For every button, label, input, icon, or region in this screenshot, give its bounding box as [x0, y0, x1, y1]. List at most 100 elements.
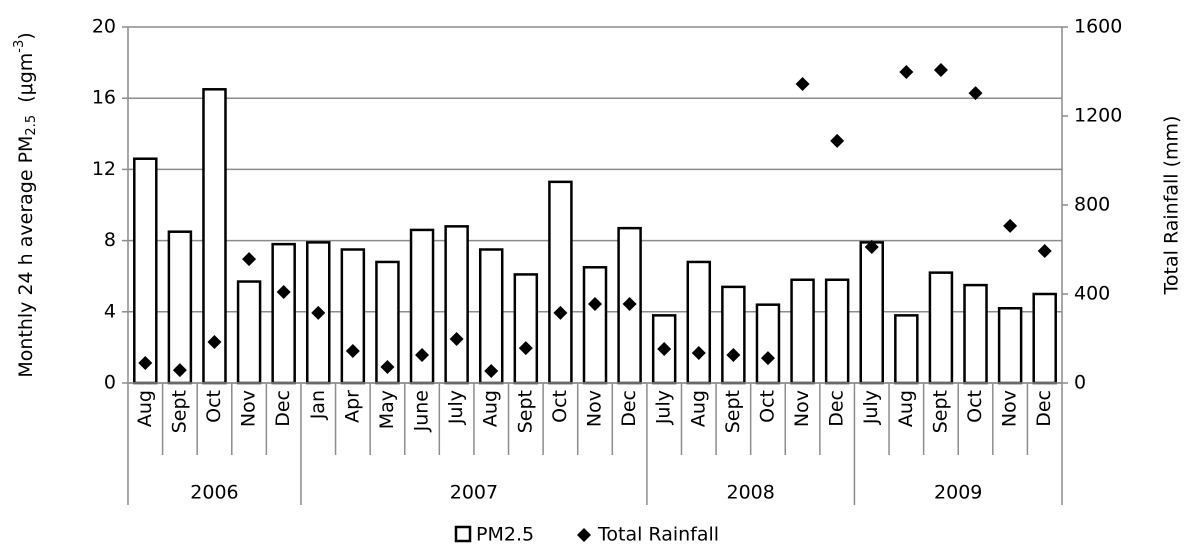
rainfall-point — [345, 343, 360, 358]
rainfall-point — [242, 252, 257, 267]
bar — [582, 266, 608, 385]
bar — [963, 283, 988, 385]
x-tick-label: Apr — [341, 390, 363, 423]
rainfall-point — [1037, 244, 1052, 259]
y-tick-label: 8 — [104, 229, 116, 251]
rainfall-point — [172, 363, 187, 378]
y2-tick-label: 800 — [1074, 194, 1110, 216]
bar — [236, 280, 262, 385]
y-tick-label: 16 — [92, 87, 116, 109]
y-tick-label: 0 — [104, 372, 116, 394]
bar — [824, 278, 850, 385]
x-tick-label: Dec — [826, 390, 848, 427]
x-tick-label: May — [376, 390, 398, 429]
rainfall-point — [795, 76, 810, 91]
y2-tick-label: 0 — [1074, 372, 1086, 394]
rainfall-point — [968, 86, 983, 101]
x-tick-label: Sept — [514, 390, 536, 433]
y2-tick-label: 400 — [1074, 283, 1110, 305]
bar — [686, 260, 712, 385]
x-group-label: 2008 — [726, 482, 774, 504]
rainfall-point — [518, 341, 533, 356]
x-tick-label: Oct — [549, 390, 571, 423]
x-tick-label: July — [860, 390, 882, 425]
legend-swatch — [454, 525, 472, 543]
rainfall-point — [864, 240, 879, 255]
bar — [133, 157, 158, 385]
x-tick-label: Oct — [756, 390, 778, 423]
rainfall-point — [311, 305, 326, 320]
bar — [340, 248, 366, 385]
bar — [444, 225, 469, 385]
rainfall-point — [899, 64, 914, 79]
y-axis-title-part: 2.5 — [24, 115, 39, 136]
bar — [478, 248, 504, 385]
x-tick-label: Dec — [618, 390, 640, 427]
y-axis-title-part: (μgm — [15, 53, 37, 115]
x-tick-label: Dec — [272, 390, 294, 427]
rainfall-point — [588, 297, 602, 312]
x-tick-label: Sept — [929, 390, 951, 433]
y-tick-label: 4 — [104, 300, 116, 322]
bar — [167, 230, 193, 385]
x-group-label: 2007 — [450, 482, 498, 504]
bar — [790, 278, 815, 385]
bar — [894, 314, 919, 385]
bar — [859, 241, 884, 385]
x-group-label: 2009 — [934, 482, 982, 504]
bar — [271, 242, 296, 385]
rainfall-point — [691, 345, 706, 360]
x-tick-label: June — [411, 390, 433, 432]
rainfall-point — [622, 297, 637, 312]
rainfall-point — [760, 351, 775, 366]
x-tick-label: July — [445, 390, 467, 425]
x-tick-label: Nov — [238, 390, 260, 427]
x-tick-label: Nov — [791, 390, 813, 427]
bar — [548, 180, 573, 385]
rainfall-point — [933, 62, 948, 77]
rainfall-point — [553, 305, 568, 320]
x-tick-label: Nov — [999, 390, 1021, 427]
bar — [997, 306, 1023, 385]
x-tick-label: Oct — [203, 390, 225, 423]
y-axis-title-part: ) — [15, 32, 37, 39]
y2-tick-label: 1200 — [1074, 105, 1122, 127]
legend-label: PM2.5 — [476, 524, 534, 545]
rainfall-point — [380, 359, 395, 374]
bar — [755, 303, 781, 385]
y-axis-title: Monthly 24 h average PM2.5 (μgm-3) — [12, 32, 39, 377]
x-tick-label: Sept — [722, 390, 744, 433]
x-tick-label: Nov — [584, 390, 606, 427]
y2-axis-title: Total Rainfall (mm) — [1161, 116, 1183, 296]
y-tick-label: 12 — [92, 158, 116, 180]
x-tick-label: Jan — [307, 390, 329, 420]
rainfall-point — [207, 335, 222, 350]
bar — [721, 285, 746, 385]
x-tick-label: Oct — [964, 390, 986, 423]
rainfall-point — [657, 341, 672, 356]
rainfall-point — [415, 347, 430, 362]
bar — [1032, 292, 1057, 385]
y-axis-title-part: Monthly 24 h average PM — [15, 136, 37, 378]
bar — [928, 271, 954, 385]
x-tick-label: Aug — [895, 390, 917, 427]
y2-tick-label: 1600 — [1074, 16, 1122, 38]
rainfall-point — [138, 355, 153, 370]
rainfall-point — [830, 133, 845, 148]
legend-label: Total Rainfall — [597, 524, 719, 545]
y-tick-label: 20 — [92, 16, 116, 38]
legend-swatch — [577, 528, 591, 542]
x-tick-label: Aug — [480, 390, 502, 427]
bar — [513, 273, 539, 385]
x-tick-label: Aug — [134, 390, 156, 427]
rainfall-point — [276, 284, 291, 299]
rainfall-point — [1003, 218, 1018, 233]
x-tick-label: Sept — [168, 390, 190, 433]
rainfall-point — [726, 347, 741, 362]
x-group-label: 2006 — [190, 482, 238, 504]
x-tick-label: Aug — [687, 390, 709, 427]
y-axis-title-part: -3 — [12, 40, 27, 53]
x-tick-label: Dec — [1033, 390, 1055, 427]
x-tick-label: July — [653, 390, 675, 425]
